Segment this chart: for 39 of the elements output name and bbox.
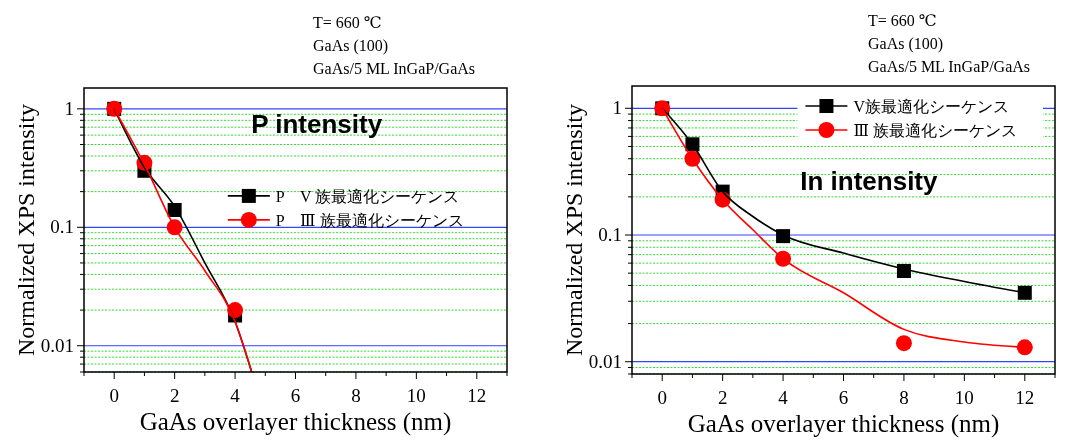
legend-label: P Ⅲ 族最適化シーケンス xyxy=(275,211,464,229)
x-tick-label: 10 xyxy=(406,385,426,406)
text: GaAs (100) xyxy=(313,37,389,55)
x-tick-label: 4 xyxy=(230,385,241,406)
text: GaAs/5 ML InGaP/GaAs xyxy=(313,60,476,77)
text: GaAs (100) xyxy=(868,35,944,53)
x-tick-label: 4 xyxy=(778,387,789,408)
y-tick-label: 1 xyxy=(64,97,74,119)
legend-label: V族最適化シーケンス xyxy=(853,98,1009,115)
y-axis-title: Normalized XPS intensity xyxy=(561,104,587,356)
x-tick-label: 12 xyxy=(467,385,487,406)
text: P intensity xyxy=(251,109,383,140)
y-tick-label: 0.01 xyxy=(40,334,74,356)
point xyxy=(1016,339,1033,356)
x-tick-label: 6 xyxy=(838,387,849,408)
y-tick-label: 0.1 xyxy=(50,216,74,238)
x-tick-label: 0 xyxy=(657,387,667,408)
x-tick-label: 12 xyxy=(1015,387,1035,408)
x-tick-label: 8 xyxy=(351,385,361,406)
text: GaAs/5 ML InGaP/GaAs xyxy=(868,58,1031,75)
x-tick-label: 6 xyxy=(290,385,301,406)
x-tick-label: 8 xyxy=(899,387,909,408)
x-tick-label: 2 xyxy=(717,387,728,408)
text: In intensity xyxy=(800,165,939,196)
legend-label: Ⅲ 族最適化シーケンス xyxy=(853,122,1017,139)
x-tick-label: 0 xyxy=(109,385,119,406)
legend-label: P V 族最適化シーケンス xyxy=(275,187,460,205)
x-tick-label: 2 xyxy=(169,385,180,406)
point xyxy=(1017,285,1032,300)
x-axis-title: GaAs overlayer thickness (nm) xyxy=(687,410,1000,438)
x-axis-title: GaAs overlayer thickness (nm) xyxy=(139,408,452,436)
y-tick-label: 0.01 xyxy=(588,350,622,372)
text: T= 660 ℃ xyxy=(868,12,937,29)
point xyxy=(895,335,912,352)
x-tick-label: 10 xyxy=(954,387,974,408)
text: T= 660 ℃ xyxy=(313,14,382,31)
y-tick-label: 0.1 xyxy=(598,224,622,246)
y-axis-title: Normalized XPS intensity xyxy=(13,104,39,356)
y-tick-label: 1 xyxy=(612,97,622,119)
